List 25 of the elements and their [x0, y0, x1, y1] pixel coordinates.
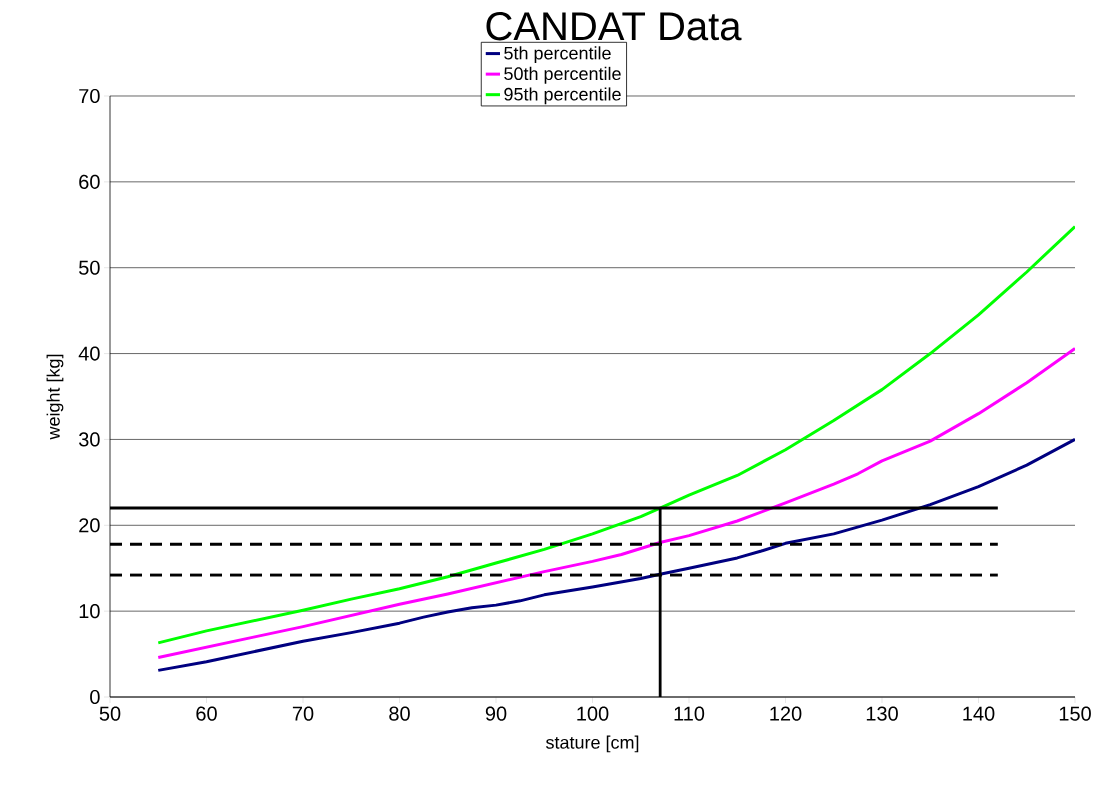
y-tick-label: 40	[78, 346, 100, 361]
x-tick-label: 80	[389, 706, 410, 721]
y-tick-label: 60	[79, 174, 100, 189]
x-tick-label: 130	[866, 706, 898, 721]
x-tick-label: 50	[99, 706, 121, 721]
x-tick-label: 120	[770, 706, 802, 721]
y-tick-label: 20	[79, 518, 100, 533]
y-axis-title: weight [kg]	[46, 354, 64, 440]
legend-label: 95th percentile	[504, 87, 621, 105]
legend-label: 5th percentile	[504, 46, 611, 64]
legend-label: 50th percentile	[504, 66, 621, 84]
x-axis-title: stature [cm]	[546, 735, 639, 753]
y-tick-label: 10	[79, 604, 100, 619]
x-tick-label: 70	[292, 706, 314, 721]
x-tick-label: 110	[674, 706, 705, 721]
x-tick-label: 90	[485, 706, 507, 721]
x-tick-label: 140	[963, 706, 995, 721]
x-tick-label: 100	[577, 706, 609, 721]
x-tick-label: 150	[1059, 706, 1091, 721]
chart-title: CANDAT Data	[486, 12, 742, 41]
y-tick-label: 0	[90, 689, 100, 705]
y-tick-label: 50	[79, 260, 100, 275]
y-tick-label: 70	[79, 88, 100, 104]
x-tick-label: 60	[196, 706, 217, 721]
y-tick-label: 30	[78, 432, 100, 447]
